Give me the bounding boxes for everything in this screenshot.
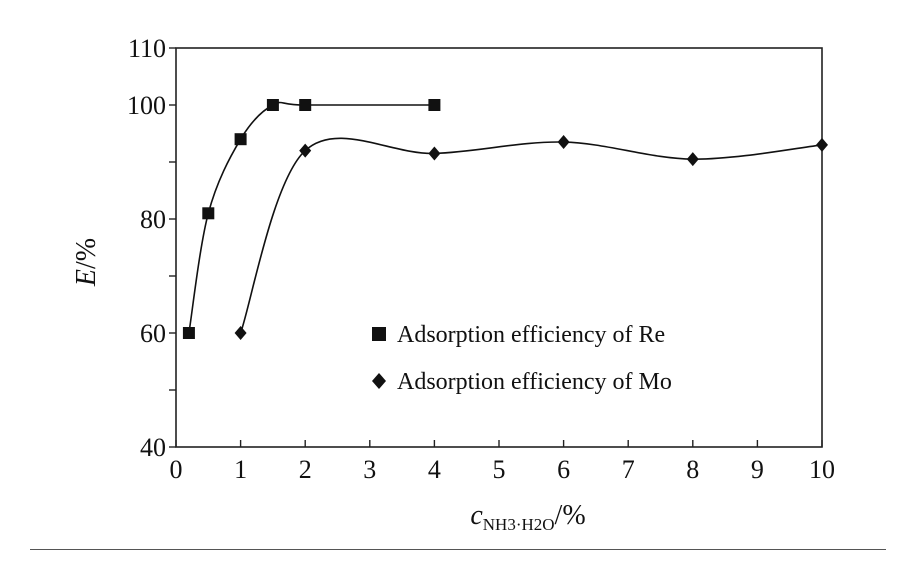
x-tick-label: 2 (299, 455, 312, 484)
legend-label: Adsorption efficiency of Re (397, 322, 665, 348)
y-axis-label-unit: /% (71, 238, 102, 269)
x-tick-label: 9 (751, 455, 764, 484)
data-point-diamond (234, 326, 247, 340)
legend-label: Adsorption efficiency of Mo (397, 369, 672, 395)
data-point-diamond (428, 146, 441, 161)
y-tick-label: 60 (140, 319, 166, 348)
x-axis-label-unit: /% (555, 500, 586, 531)
x-tick-label: 6 (557, 455, 570, 484)
x-tick-label: 10 (809, 455, 835, 484)
x-tick-label: 4 (428, 455, 441, 484)
data-point-diamond (686, 152, 699, 167)
y-axis-ticks: 40 60 80 100 110 (127, 34, 176, 462)
series-line-2 (239, 137, 823, 334)
legend-marker-diamond (372, 373, 386, 389)
data-point-diamond (816, 137, 828, 152)
legend-marker-square (372, 327, 386, 341)
series-curves (188, 101, 823, 334)
data-point-square (234, 133, 247, 146)
x-axis-label-sub: NH3·H2O (483, 515, 555, 534)
y-tick-label: 110 (128, 34, 166, 63)
x-tick-label: 0 (170, 455, 183, 484)
series-markers (182, 99, 828, 340)
y-tick-label: 40 (140, 433, 166, 462)
x-axis-ticks: 0 1 2 3 4 5 6 7 8 9 10 (170, 440, 835, 484)
data-point-square (299, 99, 312, 111)
data-point-diamond (299, 143, 312, 158)
y-axis-label: E/% (71, 238, 102, 287)
x-tick-label: 1 (234, 455, 247, 484)
data-point-diamond (557, 135, 570, 150)
x-tick-label: 7 (622, 455, 635, 484)
data-point-square (202, 207, 215, 220)
y-tick-label: 100 (127, 91, 166, 120)
x-axis-label-main: c (470, 500, 483, 531)
x-axis-label: cNH3·H2O/% (470, 500, 585, 534)
legend: Adsorption efficiency of Re Adsorption ef… (372, 322, 672, 395)
y-axis-label-main: E (71, 269, 102, 287)
y-tick-label: 80 (140, 205, 166, 234)
x-tick-label: 8 (686, 455, 699, 484)
data-point-square (266, 99, 279, 111)
bottom-divider (30, 549, 886, 550)
series-line-1 (188, 101, 435, 334)
x-tick-label: 5 (493, 455, 506, 484)
data-point-square (182, 327, 195, 339)
data-point-square (428, 99, 441, 111)
x-tick-label: 3 (363, 455, 376, 484)
